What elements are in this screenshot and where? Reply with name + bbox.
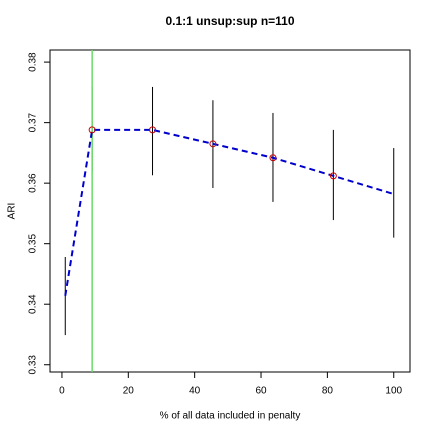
x-tick-label: 100 xyxy=(385,386,402,397)
x-tick-label: 80 xyxy=(322,386,334,397)
x-tick-label: 40 xyxy=(189,386,201,397)
data-point xyxy=(149,126,157,134)
data-point xyxy=(209,140,217,148)
y-tick-label: 0.37 xyxy=(28,112,39,132)
y-tick-label: 0.36 xyxy=(28,173,39,193)
y-tick-label: 0.34 xyxy=(28,294,39,314)
x-tick-label: 20 xyxy=(123,386,135,397)
y-tick-label: 0.38 xyxy=(28,52,39,72)
y-tick-label: 0.33 xyxy=(28,355,39,375)
x-tick-label: 0 xyxy=(59,386,65,397)
chart-title: 0.1:1 unsup:sup n=110 xyxy=(165,14,294,28)
x-tick-label: 60 xyxy=(255,386,267,397)
data-line xyxy=(64,128,395,296)
data-point xyxy=(329,172,337,180)
data-point xyxy=(269,154,277,162)
x-axis-label: % of all data included in penalty xyxy=(160,411,301,422)
data-point xyxy=(88,126,96,134)
y-tick-label: 0.35 xyxy=(28,234,39,254)
plot-frame xyxy=(49,49,411,373)
y-axis-label: ARI xyxy=(7,203,18,220)
